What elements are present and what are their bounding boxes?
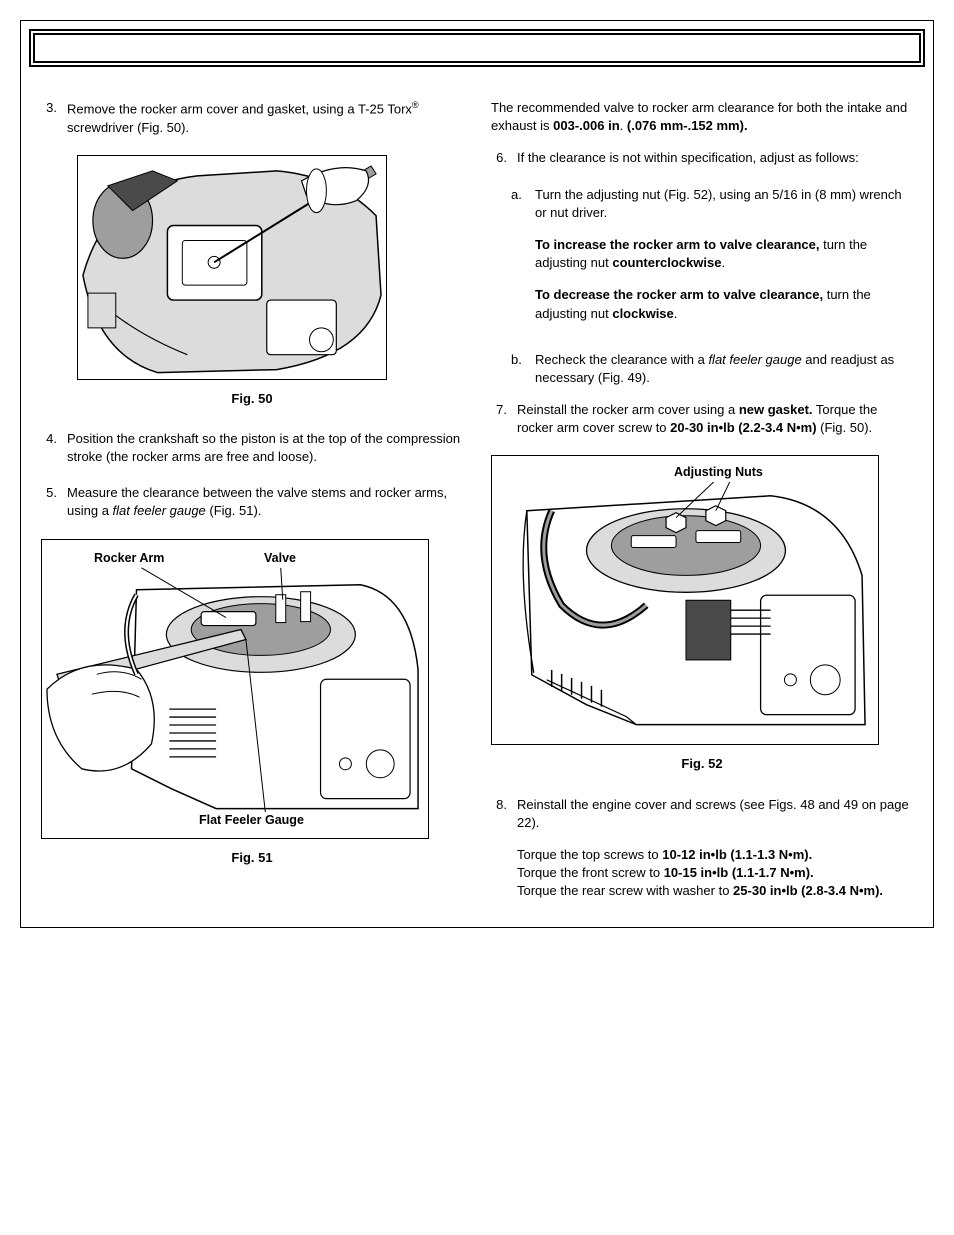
step-4: 4. Position the crankshaft so the piston…: [41, 430, 463, 466]
callout-rocker-arm: Rocker Arm: [92, 550, 166, 568]
step-number: 6.: [491, 149, 517, 167]
figure-50-caption: Fig. 50: [41, 390, 463, 408]
step-number: 4.: [41, 430, 67, 466]
step-5: 5. Measure the clearance between the val…: [41, 484, 463, 520]
text: screwdriver (Fig. 50).: [67, 120, 189, 135]
page-frame: 3. Remove the rocker arm cover and gaske…: [20, 20, 934, 928]
callout-adjusting-nuts: Adjusting Nuts: [672, 464, 765, 482]
text: Reinstall the engine cover and screws (s…: [517, 796, 913, 832]
text-bold: 003-.006 in: [553, 118, 620, 133]
step-3: 3. Remove the rocker arm cover and gaske…: [41, 99, 463, 137]
step-number: 5.: [41, 484, 67, 520]
step-6: 6. If the clearance is not within specif…: [491, 149, 913, 167]
text: Remove the rocker arm cover and gasket, …: [67, 101, 412, 116]
header-bar: [29, 29, 925, 67]
figure-52: Adjusting Nuts: [491, 455, 879, 745]
text-bold: 10-12 in•lb (1.1-1.3 N•m).: [662, 847, 812, 862]
left-column: 3. Remove the rocker arm cover and gaske…: [41, 99, 463, 919]
step-6a: a. Turn the adjusting nut (Fig. 52), usi…: [511, 186, 913, 337]
two-column-layout: 3. Remove the rocker arm cover and gaske…: [29, 99, 925, 919]
step-7: 7. Reinstall the rocker arm cover using …: [491, 401, 913, 437]
step-number: 7.: [491, 401, 517, 437]
callout-valve: Valve: [262, 550, 298, 568]
callout-feeler-gauge: Flat Feeler Gauge: [197, 812, 306, 830]
text: Reinstall the rocker arm cover using a: [517, 402, 739, 417]
text: Torque the front screw to: [517, 865, 664, 880]
sub-body: Turn the adjusting nut (Fig. 52), using …: [535, 186, 913, 337]
text-bold: To increase the rocker arm to valve clea…: [535, 237, 819, 252]
sub-letter: b.: [511, 351, 535, 387]
figure-51-caption: Fig. 51: [41, 849, 463, 867]
rocker-arm-drawing-icon: [42, 540, 428, 838]
text: .: [620, 118, 627, 133]
text-bold: (.076 mm-.152 mm).: [627, 118, 748, 133]
step-number: 3.: [41, 99, 67, 137]
text-bold: 10-15 in•lb (1.1-1.7 N•m).: [664, 865, 814, 880]
step-body: If the clearance is not within specifica…: [517, 149, 913, 167]
decrease-note: To decrease the rocker arm to valve clea…: [535, 286, 913, 322]
text-italic: flat feeler gauge: [113, 503, 206, 518]
text-bold: clockwise: [612, 306, 673, 321]
text: .: [721, 255, 725, 270]
text-bold: 20-30 in•lb (2.2-3.4 N•m): [670, 420, 816, 435]
step-number: 8.: [491, 796, 517, 901]
adjusting-nuts-drawing-icon: [492, 456, 878, 745]
step-body: Position the crankshaft so the piston is…: [67, 430, 463, 466]
sub-body: Recheck the clearance with a flat feeler…: [535, 351, 913, 387]
engine-drawing-icon: [78, 156, 386, 380]
text: (Fig. 51).: [206, 503, 262, 518]
registered-symbol: ®: [412, 100, 419, 110]
step-6b: b. Recheck the clearance with a flat fee…: [511, 351, 913, 387]
figure-51: Rocker Arm Valve Flat Feeler Gauge: [41, 539, 429, 839]
text: Torque the rear screw with washer to: [517, 883, 733, 898]
text-bold: 25-30 in•lb (2.8-3.4 N•m).: [733, 883, 883, 898]
right-column: The recommended valve to rocker arm clea…: [491, 99, 913, 919]
step-body: Reinstall the engine cover and screws (s…: [517, 796, 913, 901]
increase-note: To increase the rocker arm to valve clea…: [535, 236, 913, 272]
text-bold: new gasket.: [739, 402, 813, 417]
text-bold: counterclockwise: [612, 255, 721, 270]
text: Turn the adjusting nut (Fig. 52), using …: [535, 186, 913, 222]
step-body: Remove the rocker arm cover and gasket, …: [67, 99, 463, 137]
text: Recheck the clearance with a: [535, 352, 708, 367]
torque-specs: Torque the top screws to 10-12 in•lb (1.…: [517, 846, 913, 901]
figure-50: [77, 155, 387, 380]
figure-52-caption: Fig. 52: [491, 755, 913, 773]
text: .: [674, 306, 678, 321]
text-bold: To decrease the rocker arm to valve clea…: [535, 287, 823, 302]
text: (Fig. 50).: [817, 420, 873, 435]
sub-letter: a.: [511, 186, 535, 337]
step-8: 8. Reinstall the engine cover and screws…: [491, 796, 913, 901]
step-body: Measure the clearance between the valve …: [67, 484, 463, 520]
clearance-spec: The recommended valve to rocker arm clea…: [491, 99, 913, 135]
text-italic: flat feeler gauge: [708, 352, 801, 367]
text: Torque the top screws to: [517, 847, 662, 862]
step-body: Reinstall the rocker arm cover using a n…: [517, 401, 913, 437]
